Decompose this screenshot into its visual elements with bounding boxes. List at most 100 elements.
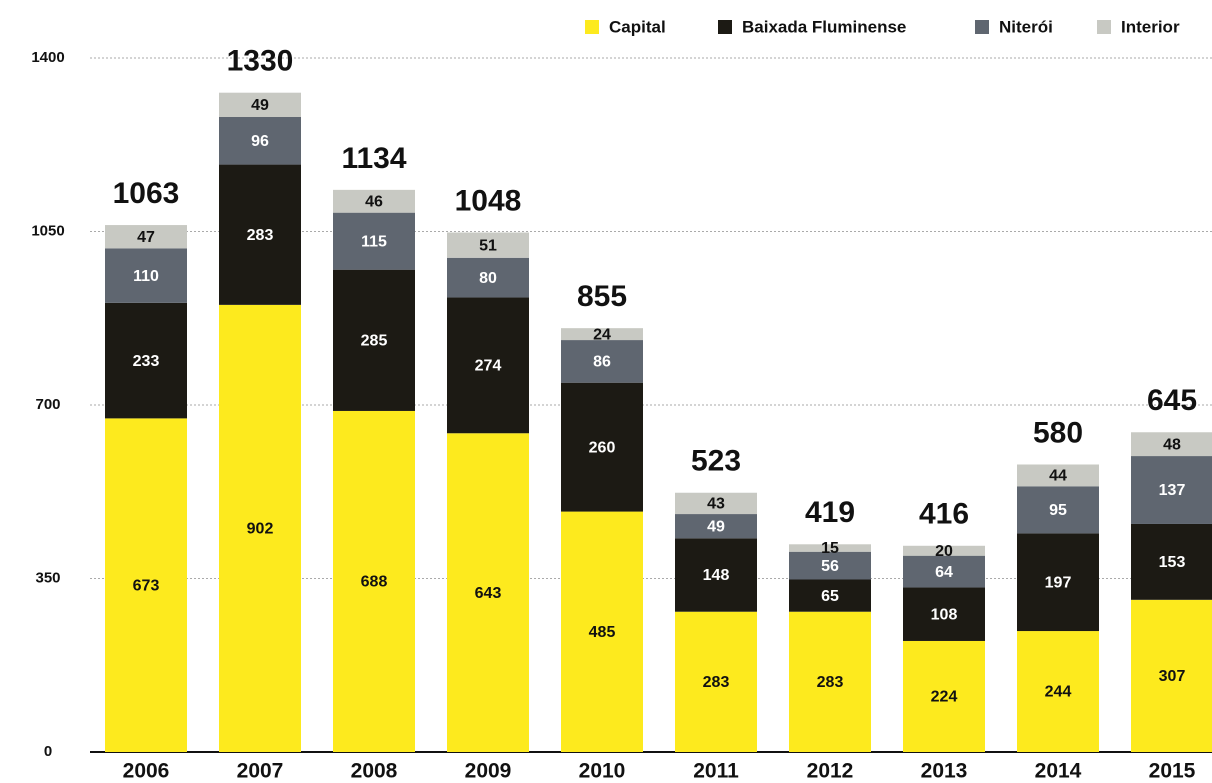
total-label: 580 [1033, 416, 1083, 449]
data-label: 86 [593, 354, 611, 371]
legend-swatch [1097, 20, 1111, 34]
total-label: 416 [919, 498, 969, 531]
bar-segment [675, 611, 757, 752]
x-tick-label: 2006 [123, 760, 170, 783]
x-tick-label: 2010 [579, 760, 626, 783]
bar-segment [219, 92, 301, 117]
data-label: 108 [931, 606, 958, 623]
data-label: 44 [1049, 468, 1067, 485]
bar-segment [903, 555, 985, 588]
x-tick-label: 2013 [921, 760, 968, 783]
y-tick-label: 0 [44, 743, 52, 760]
bar-segment [1131, 432, 1212, 457]
bar-segment [219, 304, 301, 752]
data-label: 307 [1159, 668, 1186, 685]
data-label: 153 [1159, 554, 1186, 571]
data-label: 285 [361, 333, 388, 350]
data-label: 56 [821, 558, 839, 575]
bar-segment [561, 328, 643, 341]
bar-segment [903, 640, 985, 752]
y-tick-label: 1400 [31, 49, 64, 66]
data-label: 49 [251, 97, 269, 114]
data-label: 283 [703, 674, 730, 691]
y-tick-label: 350 [35, 569, 60, 586]
bar-segment [219, 164, 301, 305]
bar-segment [105, 302, 187, 419]
bar-segment [105, 248, 187, 303]
bar-segment [789, 579, 871, 612]
data-label: 283 [817, 674, 844, 691]
bar-segment [333, 410, 415, 752]
data-label: 485 [589, 624, 616, 641]
bar-segment [447, 257, 529, 298]
bar-segment [447, 232, 529, 258]
bar-segment [1017, 464, 1099, 487]
data-label: 24 [593, 326, 611, 343]
total-label: 419 [805, 496, 855, 529]
data-label: 65 [821, 588, 839, 605]
data-label: 51 [479, 237, 497, 254]
bar-segment [561, 382, 643, 512]
bar-segment [561, 511, 643, 752]
legend-label: Baixada Fluminense [742, 17, 906, 36]
bar-segment [789, 544, 871, 552]
bar-segment [675, 538, 757, 612]
y-tick-label: 1050 [31, 222, 64, 239]
bar-segment [561, 340, 643, 383]
legend-label: Interior [1121, 17, 1180, 36]
data-label: 260 [589, 439, 616, 456]
total-label: 1134 [341, 142, 406, 175]
data-label: 902 [247, 521, 274, 538]
bar-segment [675, 514, 757, 539]
data-label: 46 [365, 193, 383, 210]
bar-segment [1017, 631, 1099, 752]
total-label: 645 [1147, 384, 1197, 417]
x-tick-label: 2014 [1035, 760, 1082, 783]
data-label: 20 [935, 543, 953, 560]
data-label: 673 [133, 577, 160, 594]
x-tick-label: 2007 [237, 760, 284, 783]
total-label: 1330 [227, 45, 294, 78]
bar-segment [1131, 456, 1212, 524]
bar-segment [789, 551, 871, 580]
data-label: 48 [1163, 436, 1181, 453]
legend-label: Niterói [999, 17, 1053, 36]
bar-segment [447, 297, 529, 434]
data-label: 688 [361, 574, 388, 591]
legend-swatch [718, 20, 732, 34]
bar-segment [333, 269, 415, 411]
legend-label: Capital [609, 17, 666, 36]
bar-segment [333, 189, 415, 213]
data-label: 64 [935, 564, 953, 581]
x-tick-label: 2012 [807, 760, 854, 783]
bar-segment [105, 225, 187, 249]
data-label: 95 [1049, 502, 1067, 519]
data-label: 283 [247, 227, 274, 244]
legend-swatch [585, 20, 599, 34]
bar-segment [903, 545, 985, 556]
x-tick-label: 2009 [465, 760, 512, 783]
bar-segment [219, 116, 301, 165]
legend-swatch [975, 20, 989, 34]
data-label: 96 [251, 133, 269, 150]
bar-segment [1131, 523, 1212, 600]
bar-segment [105, 418, 187, 752]
data-label: 43 [707, 496, 725, 513]
data-label: 233 [133, 353, 160, 370]
data-label: 15 [821, 540, 839, 557]
x-tick-label: 2008 [351, 760, 398, 783]
data-label: 110 [133, 268, 159, 285]
data-label: 137 [1159, 482, 1186, 499]
bar-segment [1017, 533, 1099, 632]
data-label: 80 [479, 270, 497, 287]
bar-segment [1017, 486, 1099, 534]
data-label: 148 [703, 567, 730, 584]
data-label: 244 [1045, 684, 1072, 701]
bar-segment [333, 212, 415, 270]
bar-segment [1131, 599, 1212, 752]
data-label: 197 [1045, 574, 1072, 591]
data-label: 47 [137, 229, 155, 246]
data-label: 115 [361, 233, 387, 250]
total-label: 523 [691, 445, 741, 478]
